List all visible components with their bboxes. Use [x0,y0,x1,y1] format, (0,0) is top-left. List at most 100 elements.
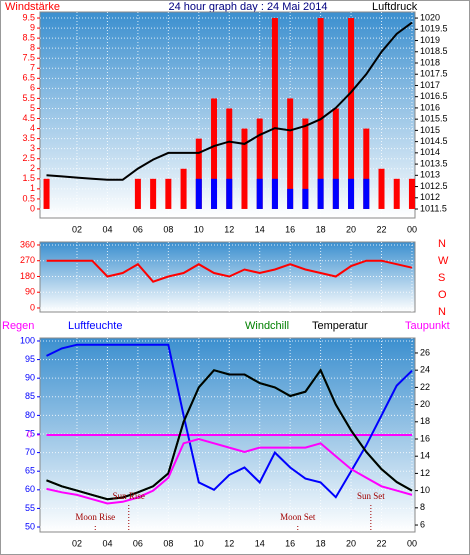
series-line [46,437,413,505]
y-tick-label: 65 [25,466,35,476]
series-line [46,368,413,501]
y2-tick-label: 26 [420,347,430,357]
y-tick-label: 7 [30,63,35,73]
bar [195,138,202,209]
y-tick-label: 95 [25,354,35,364]
bar [348,18,355,209]
series-line [46,21,413,181]
annotation: Moon Set [280,512,316,522]
y-tick-label: 5 [30,103,35,113]
direction-label: N [438,306,446,318]
y-tick-label: 55 [25,503,35,513]
bar [317,178,324,209]
legend-rain: Regen [2,320,34,332]
y2-tick-label: 1013.5 [420,158,448,168]
y-tick-label: 4.5 [22,113,35,123]
y2-tick-label: 24 [420,365,430,375]
bar [211,98,218,209]
bar [332,108,339,209]
x-tick-label: 04 [102,224,112,234]
bar [256,118,263,209]
bar [256,178,263,209]
y-tick-label: 50 [25,521,35,531]
x-tick-label: 06 [133,538,143,548]
y3-tick-label: 0 [27,429,32,439]
x-tick-label: 14 [255,224,265,234]
annotation: Moon Rise [75,512,115,522]
bar [134,178,141,209]
y-tick-label: 90 [25,287,35,297]
y2-tick-label: 1018.5 [420,46,448,56]
bar [363,178,370,209]
y-tick-label: 0.5 [22,193,35,203]
x-tick-label: 16 [285,538,295,548]
bar [180,168,187,209]
y-tick-label: 1 [30,183,35,193]
y-tick-label: 4 [30,123,35,133]
direction-label: N [438,238,446,250]
y2-tick-label: 1013 [420,170,440,180]
bar [317,18,324,209]
y-tick-label: 0 [30,302,35,312]
bar [226,178,233,209]
y2-tick-label: 12 [420,468,430,478]
y-tick-label: 9.5 [22,12,35,22]
y2-tick-label: 6 [420,519,425,529]
y2-tick-label: 1016.5 [420,91,448,101]
y-tick-label: 3 [30,143,35,153]
bar [150,178,157,209]
pressure-label: Luftdruck [372,1,418,13]
y2-tick-label: 1014.5 [420,136,448,146]
y2-tick-label: 1016 [420,102,440,112]
y2-tick-label: 1018 [420,57,440,67]
bar [393,178,400,209]
y-tick-label: 2.5 [22,153,35,163]
y2-tick-label: 1019 [420,35,440,45]
x-tick-label: 22 [376,538,386,548]
bar [241,128,248,209]
legend-temperature: Temperatur [312,320,368,332]
y2-tick-label: 1019.5 [420,24,448,34]
x-tick-label: 00 [407,538,417,548]
bar [378,168,385,209]
y-tick-label: 0 [30,203,35,213]
bar [226,108,233,209]
y-tick-label: 2 [30,163,35,173]
x-tick-label: 20 [346,538,356,548]
x-tick-label: 20 [346,224,356,234]
x-tick-label: 18 [316,224,326,234]
y2-tick-label: 1020 [420,12,440,22]
y-tick-label: 1.5 [22,173,35,183]
y2-tick-label: 14 [420,451,430,461]
bar [302,188,309,209]
y2-tick-label: 16 [420,433,430,443]
y-tick-label: 100 [20,335,35,345]
y2-tick-label: 1017 [420,80,440,90]
y-tick-label: 6.5 [22,73,35,83]
y2-tick-label: 1012 [420,192,440,202]
y2-tick-label: 1015 [420,125,440,135]
y-tick-label: 270 [20,255,35,265]
bar [165,178,172,209]
y-tick-label: 75 [25,428,35,438]
y2-tick-label: 1012.5 [420,181,448,191]
x-tick-label: 12 [224,224,234,234]
y2-tick-label: 1015.5 [420,114,448,124]
y-tick-label: 8 [30,43,35,53]
y-tick-label: 360 [20,239,35,249]
x-tick-label: 12 [224,538,234,548]
bar [211,178,218,209]
bar [287,98,294,209]
x-tick-label: 02 [72,224,82,234]
bar [271,178,278,209]
x-tick-label: 06 [133,224,143,234]
y-tick-label: 60 [25,484,35,494]
bar [348,178,355,209]
x-tick-label: 08 [163,224,173,234]
x-tick-label: 04 [102,538,112,548]
y2-tick-label: 22 [420,382,430,392]
y2-tick-label: 18 [420,416,430,426]
y2-tick-label: 1011.5 [420,203,447,213]
y-tick-label: 180 [20,271,35,281]
